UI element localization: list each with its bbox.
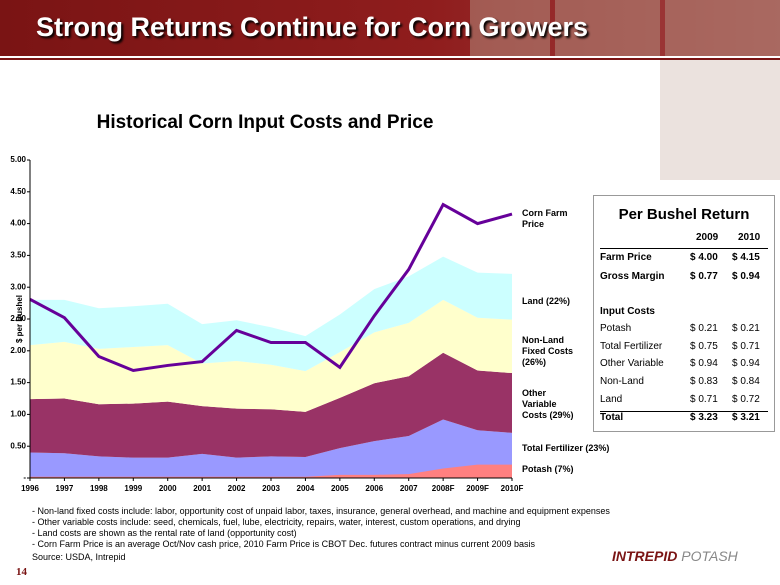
logo-word: INTREPID [612, 548, 678, 564]
legend-label: Total Fertilizer (23%) [522, 443, 610, 453]
x-tick-label: 2001 [193, 484, 211, 493]
x-tick-label: 1998 [90, 484, 108, 493]
y-tick-label: - [23, 473, 26, 482]
rule [0, 58, 780, 60]
photo [665, 0, 780, 56]
table-cell: $ 4.15 [732, 252, 760, 263]
table-row: Farm Price $ 4.00 $ 4.15 [600, 252, 768, 268]
table-cell: $ 0.75 [690, 341, 718, 352]
table-cell: Input Costs [600, 306, 655, 317]
x-tick-label: 2007 [400, 484, 418, 493]
x-tick-label: 2003 [262, 484, 280, 493]
table-cell: $ 0.84 [732, 376, 760, 387]
table-cell: $ 0.94 [732, 358, 760, 369]
table-cell: Non-Land [600, 376, 644, 387]
y-tick-label: 4.50 [10, 187, 26, 196]
table-cell: Gross Margin [600, 271, 665, 282]
col-head: 2010 [738, 232, 761, 243]
note: - Other variable costs include: seed, ch… [32, 517, 521, 527]
table-cell: Total Fertilizer [600, 341, 663, 352]
table-cell: Potash [600, 323, 632, 334]
chart: $ per Bushel - 0.50 1.00 1.50 2.00 2.50 3.00 3.… [10, 155, 524, 493]
logo: INTREPID POTASH [612, 548, 738, 564]
area [30, 419, 512, 478]
table-cell: $ 4.00 [690, 252, 718, 263]
chart-title: Historical Corn Input Costs and Price [96, 112, 434, 133]
table: Per Bushel Return 2009 2010 Farm Price $ … [593, 195, 775, 432]
y-tick-label: 3.00 [10, 282, 26, 291]
area [30, 352, 512, 458]
x-tick-label: 2005 [331, 484, 349, 493]
table-cell: Land [600, 394, 623, 405]
table-cell: Total [600, 412, 624, 423]
x-tick-label: 1996 [21, 484, 39, 493]
y-axis-label: $ per Bushel [15, 295, 24, 343]
photo [660, 60, 780, 180]
x-tick-label: 2006 [365, 484, 383, 493]
logo-word: POTASH [681, 548, 738, 564]
table-row: Input Costs [600, 306, 768, 322]
x-tick-label: 2008F [432, 484, 455, 493]
notes: - Non-land fixed costs include: labor, o… [32, 506, 610, 550]
x-tick-label: 2004 [297, 484, 315, 493]
table-row: Total $ 3.23 $ 3.21 [600, 411, 768, 430]
table-row: Potash $ 0.21 $ 0.21 [600, 323, 768, 339]
table-cell: $ 0.71 [732, 341, 760, 352]
table-cell: $ 0.21 [732, 323, 760, 334]
table-row: Gross Margin $ 0.77 $ 0.94 [600, 271, 768, 287]
y-tick-label: 1.00 [10, 410, 26, 419]
price-line [29, 202, 513, 373]
table-row: Land $ 0.71 $ 0.72 [600, 394, 768, 410]
table-cell: $ 0.94 [690, 358, 718, 369]
y-tick-label: 1.50 [10, 378, 26, 387]
slide-title: Strong Returns Continue for Corn Growers [36, 12, 589, 42]
y-tick-label: 0.50 [10, 441, 26, 450]
legend-label: Corn Farm Price [522, 208, 568, 229]
x-tick-label: 1999 [124, 484, 142, 493]
table-cell: $ 0.83 [690, 376, 718, 387]
table-cell: Other Variable [600, 358, 664, 369]
table-cell: $ 0.21 [690, 323, 718, 334]
y-tick-label: 4.00 [10, 219, 26, 228]
table-cell: $ 3.23 [690, 412, 718, 423]
table-cell: $ 3.21 [732, 412, 760, 423]
photo [470, 0, 550, 56]
x-tick-label: 2009F [466, 484, 489, 493]
note: - Land costs are shown as the rental rat… [32, 528, 297, 538]
note: - Corn Farm Price is an average Oct/Nov … [32, 539, 536, 549]
area [30, 299, 512, 412]
table-title: Per Bushel Return [618, 206, 750, 223]
y-tick-label: 3.50 [10, 251, 26, 260]
y-tick-label: 2.50 [10, 314, 26, 323]
area [30, 256, 512, 372]
photo [555, 0, 660, 56]
page-number: 14 [16, 566, 27, 578]
table-cell: $ 0.71 [690, 394, 718, 405]
col-head: 2009 [696, 232, 719, 243]
table-cell: $ 0.94 [732, 271, 760, 282]
legend-label: Other Variable Costs (29%) [522, 388, 574, 420]
x-tick-label: 1997 [56, 484, 74, 493]
area [30, 464, 512, 478]
note: - Non-land fixed costs include: labor, o… [32, 506, 610, 516]
table-row: Total Fertilizer $ 0.75 $ 0.71 [600, 341, 768, 357]
table-cell: Farm Price [600, 252, 652, 263]
legend-label: Non-Land Fixed Costs (26%) [522, 335, 574, 367]
y-tick-label: 5.00 [10, 155, 26, 164]
table-row: Other Variable $ 0.94 $ 0.94 [600, 358, 768, 374]
y-tick-label: 2.00 [10, 346, 26, 355]
table-row: Non-Land $ 0.83 $ 0.84 [600, 376, 768, 392]
table-header: 2009 2010 [600, 232, 768, 249]
table-cell: $ 0.77 [690, 271, 718, 282]
header-band [0, 0, 780, 56]
x-tick-label: 2000 [159, 484, 177, 493]
x-tick-label: 2002 [228, 484, 246, 493]
legend-label: Land (22%) [522, 296, 571, 306]
table-cell: $ 0.72 [732, 394, 760, 405]
legend-label: Potash (7%) [522, 464, 574, 474]
x-tick-label: 2010F [501, 484, 524, 493]
source: Source: USDA, Intrepid [32, 552, 126, 562]
